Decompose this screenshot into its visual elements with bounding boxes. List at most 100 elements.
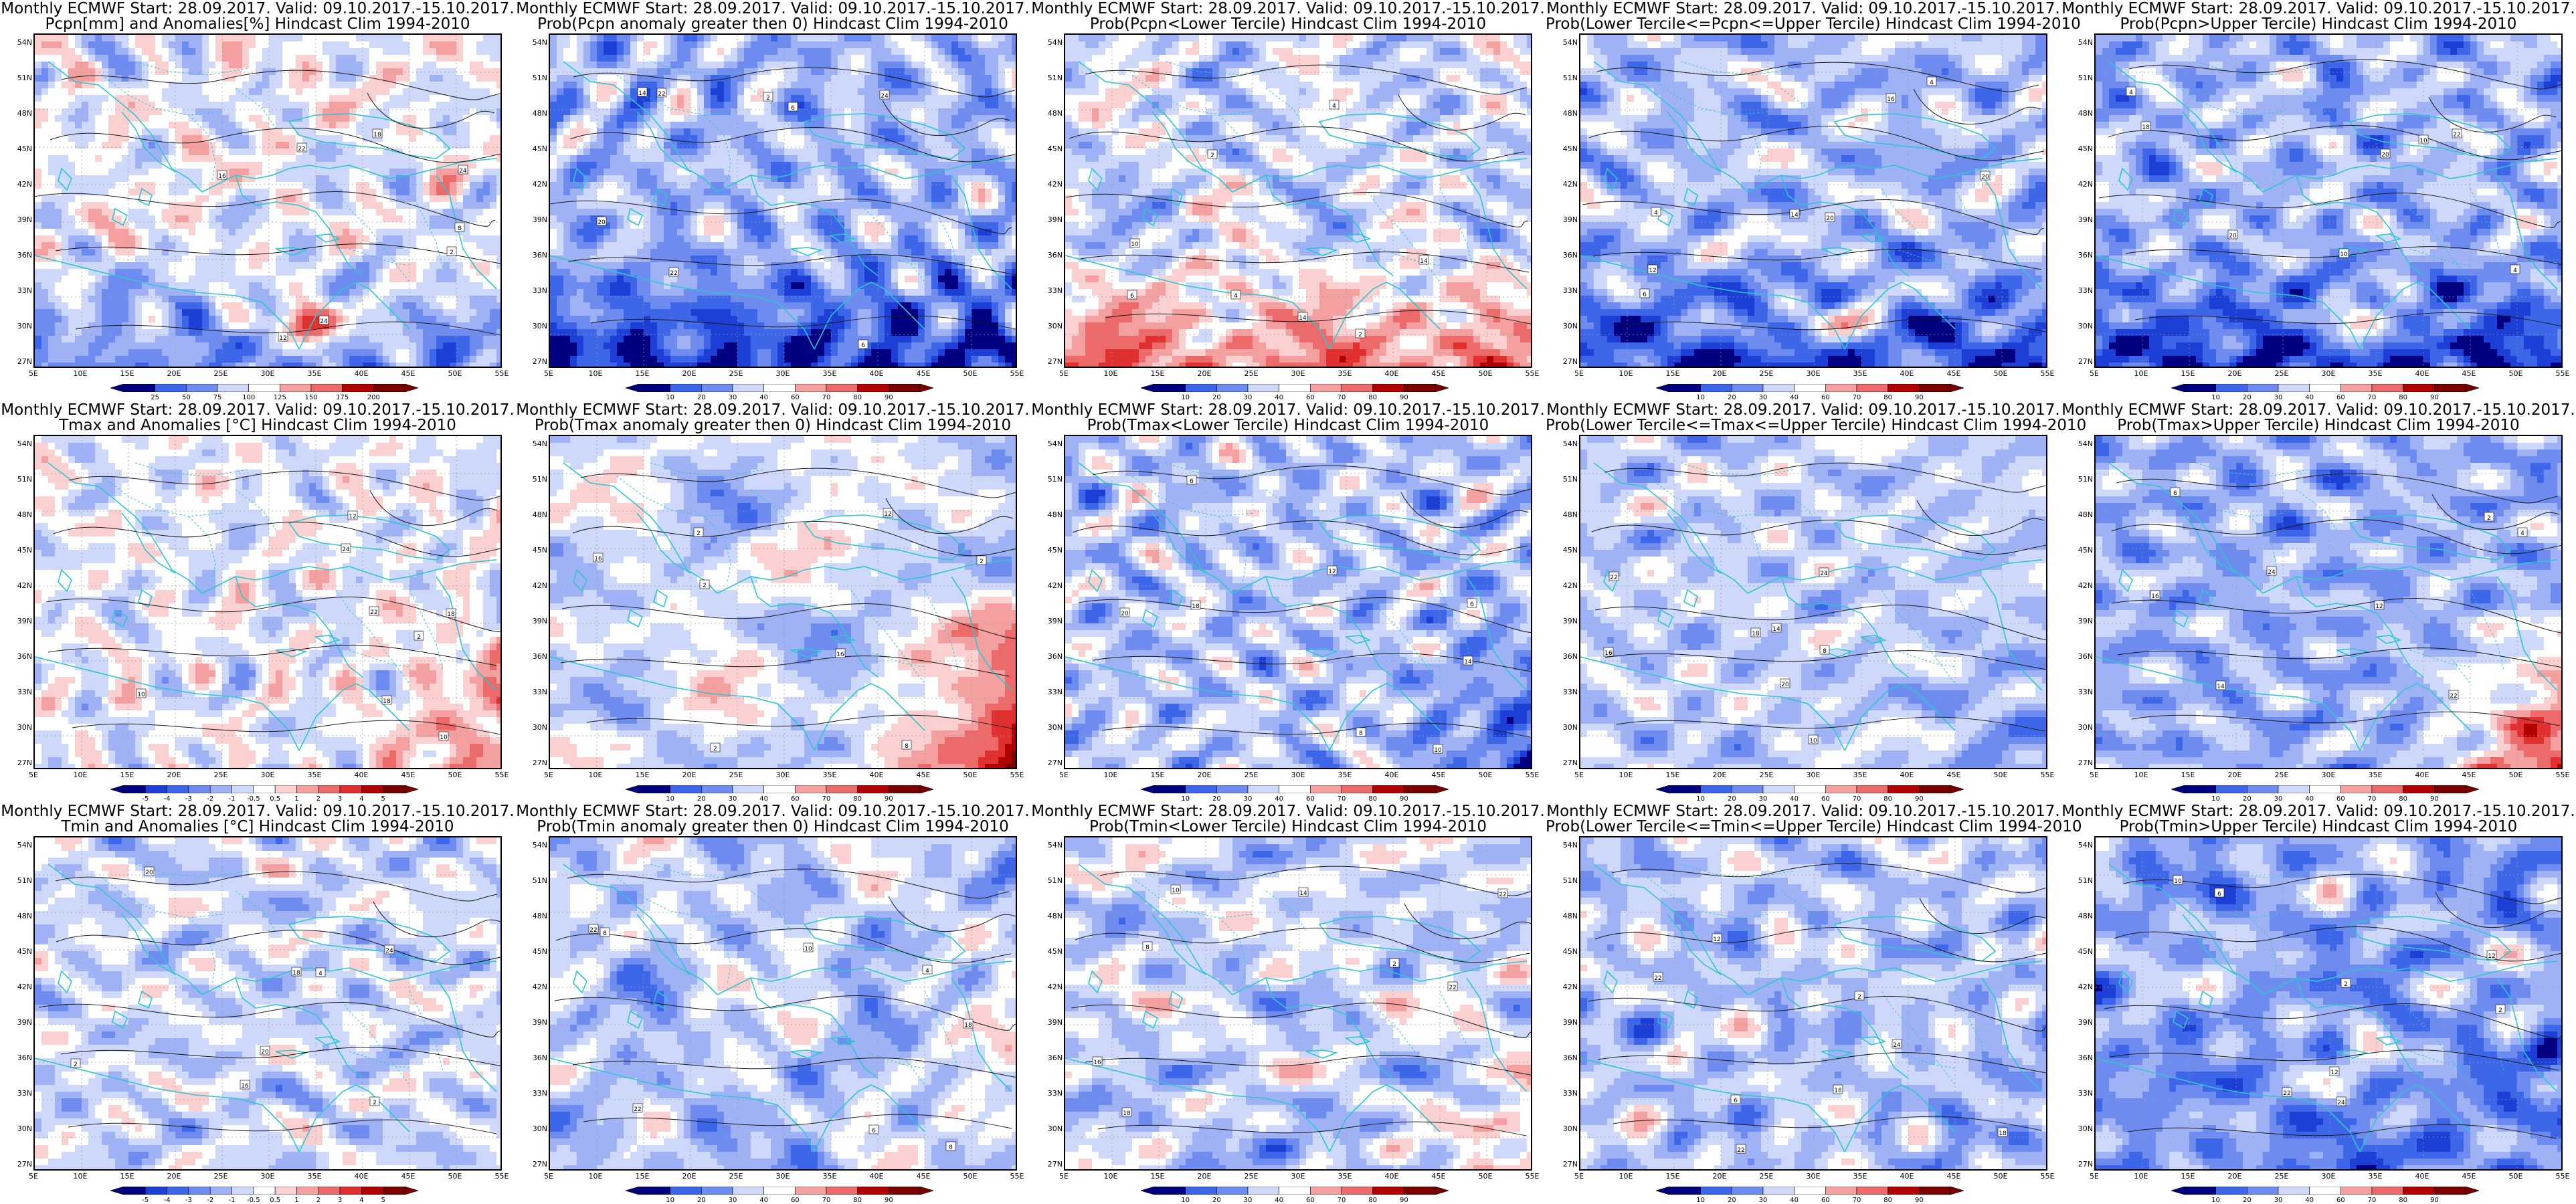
latitude-label: 48N (2076, 110, 2093, 118)
colorbar-tick-label: 40 (1269, 795, 1289, 803)
colorbar (2171, 785, 2479, 793)
colorbar-arrow-high (404, 785, 418, 793)
colorbar-tick-label: 125 (270, 394, 290, 401)
coastline (2359, 282, 2471, 350)
shaded-field (1065, 837, 1531, 1169)
contour-label-box (2510, 264, 2520, 274)
contour-label-box (879, 90, 890, 100)
colorbar-segment (232, 785, 254, 793)
longitude-label: 20E (161, 771, 187, 779)
map-field: 24 4 18 2 16 20 2 20 (35, 837, 500, 1169)
contour-line (1597, 1052, 2046, 1074)
coastline (1232, 559, 1528, 594)
contour-label-box (1389, 958, 1400, 968)
colorbar-segment (2434, 785, 2466, 793)
longitude-label: 5E (1050, 771, 1077, 779)
longitude-label: 15E (114, 370, 141, 378)
contour-label-box (1170, 884, 1181, 894)
map-frame: 14 2 10 4 14 2 4 6 (1064, 33, 1532, 368)
latitude-label: 51N (1045, 74, 1063, 82)
colorbar-segment (2403, 384, 2435, 392)
contour-line (2104, 1003, 2561, 1039)
longitude-label: 5E (20, 1173, 47, 1181)
latitude-label: 48N (530, 110, 547, 118)
country-border (188, 114, 216, 183)
contour-line (2428, 96, 2557, 133)
colorbar-tick-label: 10 (660, 795, 680, 803)
colorbar-segment (701, 785, 733, 793)
coastline (235, 977, 363, 1079)
shaded-field (1065, 35, 1531, 367)
contour-line (1616, 716, 2045, 732)
contour-label-box (318, 315, 329, 325)
colorbar-tick-label: 10 (2206, 1197, 2226, 1204)
latitude-label: 27N (15, 1161, 32, 1169)
panel-title-line1: Monthly ECMWF Start: 28.09.2017. Valid: … (515, 803, 1030, 819)
contour-label-box (2214, 888, 2225, 898)
contour-line (882, 100, 1010, 136)
longitude-label: 5E (535, 1173, 562, 1181)
country-border (650, 462, 765, 477)
coastline (1833, 514, 1997, 561)
longitude-label: 35E (2362, 370, 2389, 378)
latitude-label: 42N (2076, 983, 2093, 991)
contour-label-box (278, 332, 288, 342)
contour-label: 10 (1809, 738, 1817, 744)
map-frame: 20 6 16 12 4 4 20 14 (1579, 33, 2047, 368)
colorbar-segment (2309, 1187, 2341, 1195)
contour-label-box (1808, 734, 1819, 744)
latitude-label: 36N (530, 653, 547, 661)
latitude-label: 33N (15, 1090, 32, 1098)
coastline (2096, 1058, 2361, 1152)
latitude-label: 42N (1560, 582, 1578, 590)
longitude-label: 15E (1144, 1173, 1171, 1181)
coastline (1580, 1058, 1845, 1152)
colorbar-segment (1154, 1187, 1186, 1195)
coastline (2199, 187, 2213, 207)
country-border (2296, 489, 2337, 530)
contour-line (1400, 492, 1529, 528)
contour-label-box (1329, 100, 1340, 110)
longitude-label: 35E (1331, 771, 1358, 779)
coastline (2173, 1010, 2189, 1029)
coastline (1780, 175, 1909, 276)
contour-label-box (2340, 978, 2351, 988)
shaded-field (1580, 35, 2046, 367)
colorbar-tick-label: 90 (2424, 1197, 2444, 1204)
contour-line (1069, 126, 1525, 162)
colorbar-segment (280, 384, 312, 392)
latitude-label: 39N (2076, 216, 2093, 224)
contour-label: 22 (2283, 1090, 2290, 1097)
colorbar-segment (1762, 1187, 1795, 1195)
colorbar-segment (383, 1187, 405, 1195)
longitude-label: 40E (1894, 370, 1920, 378)
latitude-label: 27N (530, 358, 547, 366)
longitude-label: 20E (2221, 1173, 2248, 1181)
colorbar-segment (296, 785, 319, 793)
coastline (1065, 1058, 1330, 1152)
coastline (121, 512, 176, 574)
contour-label: 18 (1834, 1088, 1842, 1094)
longitude-label: 5E (1566, 370, 1592, 378)
latitude-label: 27N (1560, 759, 1578, 767)
contour-label: 8 (1145, 944, 1149, 951)
country-border (750, 890, 792, 932)
longitude-label: 10E (2128, 370, 2154, 378)
colorbar-arrow-low (1656, 384, 1670, 392)
coastline (1466, 576, 1528, 691)
colorbar-arrow-low (2171, 1187, 2185, 1195)
panel-title-line2: Tmax and Anomalies [°C] Hindcast Clim 19… (0, 417, 515, 433)
contour-label: 2 (373, 1100, 377, 1106)
latitude-label: 54N (530, 841, 547, 849)
latitude-label: 33N (1045, 688, 1063, 696)
shaded-field (1580, 837, 2046, 1169)
country-border (1165, 462, 1280, 477)
contour-label: 8 (949, 1144, 953, 1151)
colorbar-tick-label: 40 (1784, 394, 1805, 401)
longitude-label: 25E (207, 370, 234, 378)
colorbar-tick-label: 90 (1394, 1197, 1414, 1204)
longitude-label: 35E (1847, 370, 1873, 378)
colorbar-tick-label: 40 (2300, 1197, 2320, 1204)
contour-label-box (369, 606, 379, 616)
contour-line (590, 315, 1016, 330)
